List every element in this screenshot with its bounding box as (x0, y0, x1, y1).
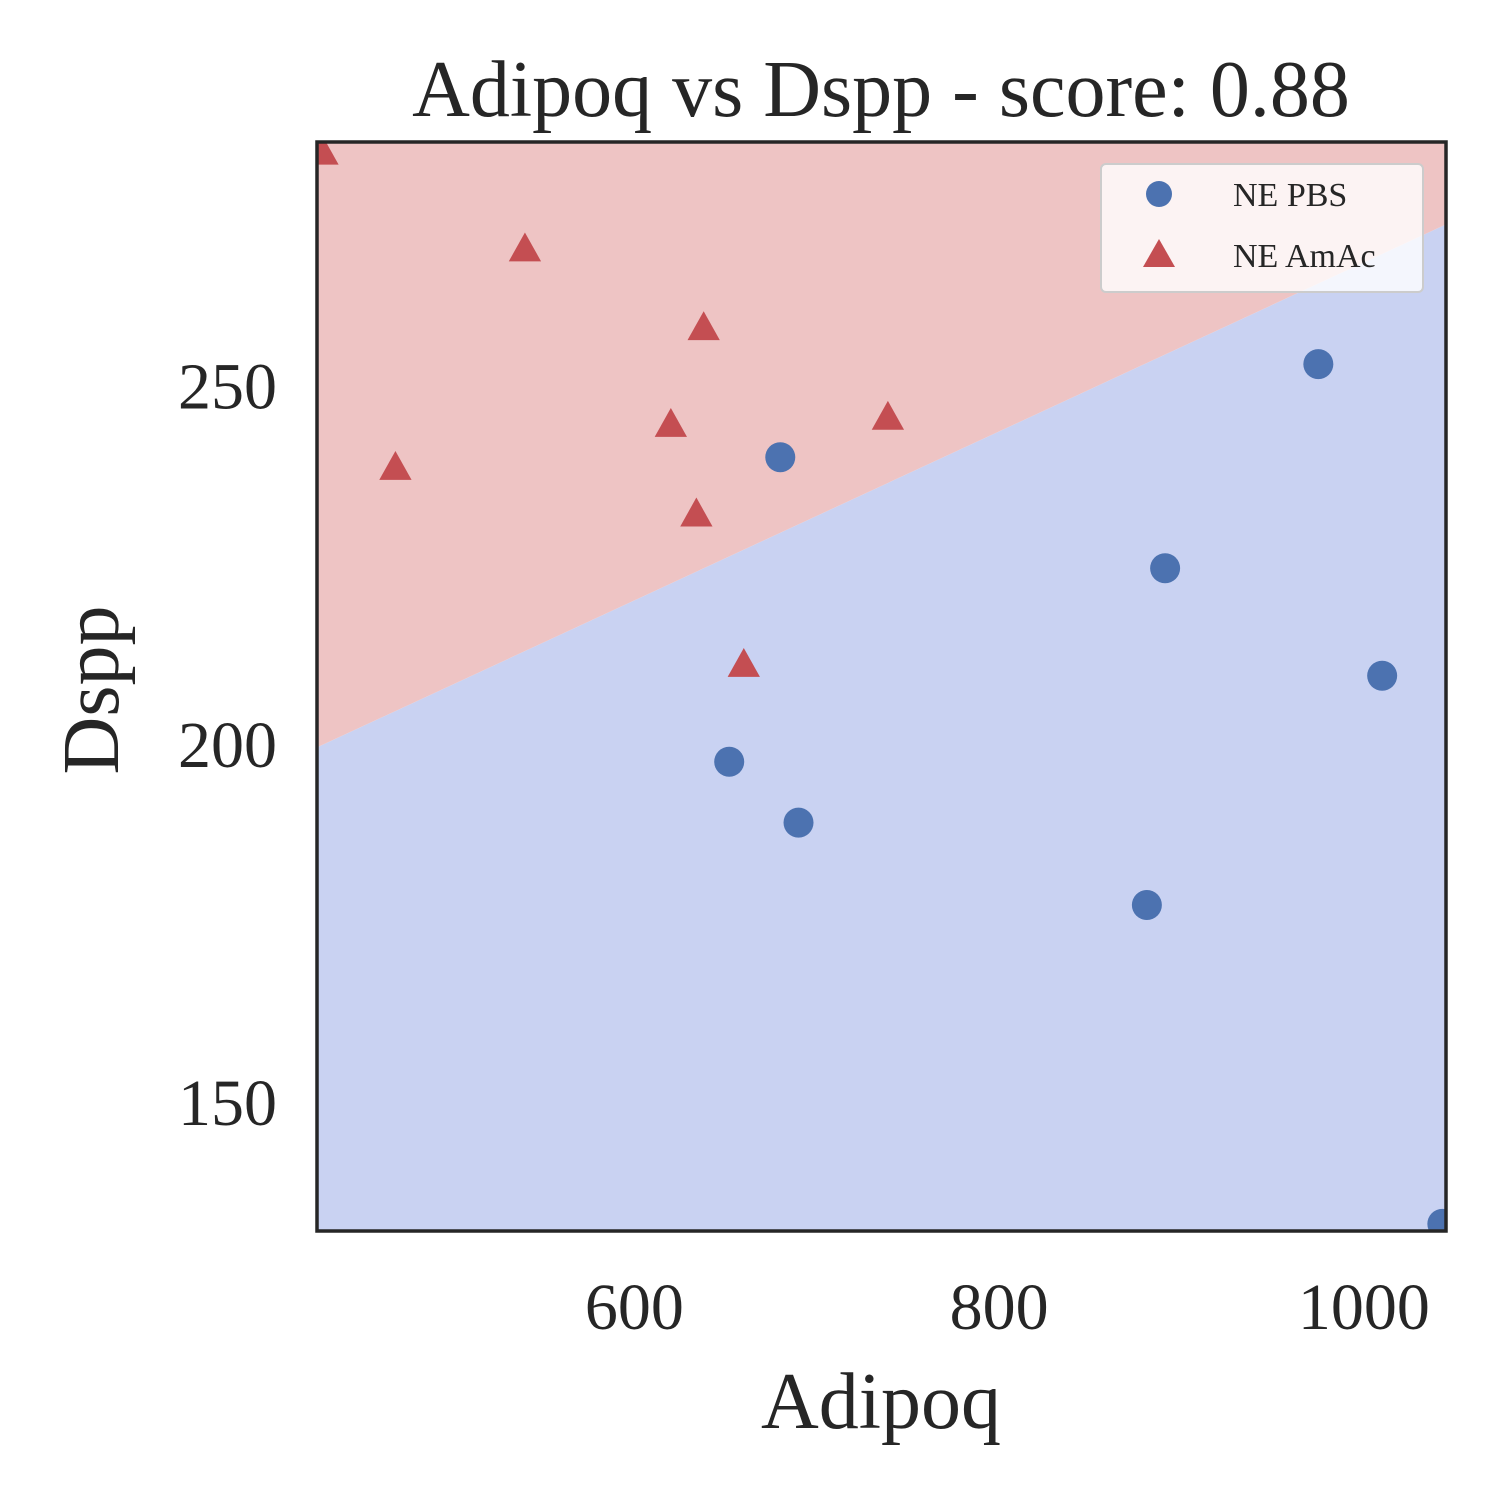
point-ne-amac (687, 311, 720, 341)
point-ne-pbs (1303, 349, 1334, 380)
x-tick-label: 800 (950, 1271, 1049, 1344)
legend-label-ne-amac: NE AmAc (1233, 238, 1376, 275)
data-points (317, 142, 1446, 1231)
point-ne-amac (508, 232, 542, 262)
y-axis-label: Dspp (48, 606, 136, 775)
point-ne-amac (680, 497, 713, 527)
legend-label-ne-pbs: NE PBS (1233, 177, 1347, 214)
point-ne-pbs (783, 807, 814, 838)
point-ne-pbs (1367, 660, 1398, 691)
point-ne-pbs (765, 442, 796, 473)
point-ne-amac (871, 400, 905, 430)
x-axis-ticks: 600 800 1000 (585, 1271, 1430, 1344)
region-ne-amac (317, 142, 1446, 748)
point-ne-amac (379, 450, 412, 480)
point-ne-amac (727, 648, 760, 677)
plot-frame (315, 140, 1448, 1233)
y-tick-label: 150 (178, 1067, 277, 1140)
point-ne-amac (654, 407, 687, 437)
point-ne-amac (317, 142, 339, 165)
legend-marker-ne-amac (1143, 239, 1175, 267)
point-ne-pbs (1131, 890, 1162, 921)
point-ne-pbs (714, 746, 745, 777)
point-ne-pbs (1150, 553, 1181, 584)
chart-title: Adipoq vs Dspp - score: 0.88 (412, 46, 1350, 134)
x-tick-label: 1000 (1298, 1271, 1430, 1344)
x-tick-label: 600 (585, 1271, 684, 1344)
y-tick-label: 250 (178, 351, 277, 424)
decision-regions (317, 142, 1446, 1231)
legend-box (1100, 163, 1424, 293)
region-ne-pbs (317, 224, 1446, 1231)
point-ne-pbs (1427, 1208, 1446, 1231)
y-axis-ticks: 150 200 250 (178, 351, 277, 1140)
x-axis-label: Adipoq (761, 1358, 1001, 1446)
y-tick-label: 200 (178, 709, 277, 782)
legend: NE PBS NE AmAc (1100, 163, 1424, 293)
legend-marker-ne-pbs (1146, 181, 1172, 207)
